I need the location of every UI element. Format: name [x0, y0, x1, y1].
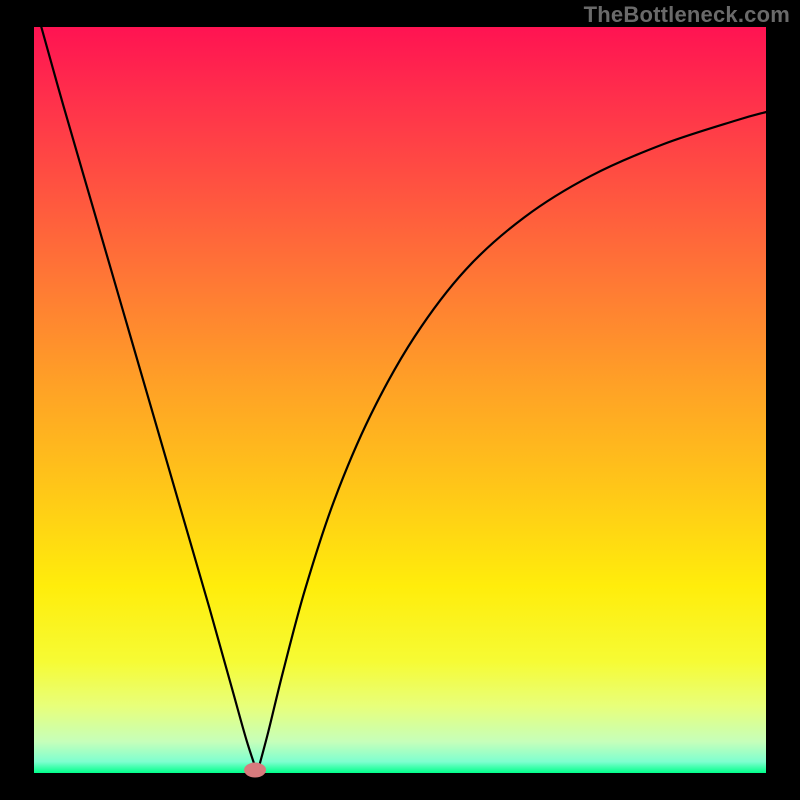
chart-container: TheBottleneck.com — [0, 0, 800, 800]
bottleneck-chart — [0, 0, 800, 800]
chart-optimal-marker — [244, 763, 266, 778]
chart-plot-area — [34, 27, 766, 773]
